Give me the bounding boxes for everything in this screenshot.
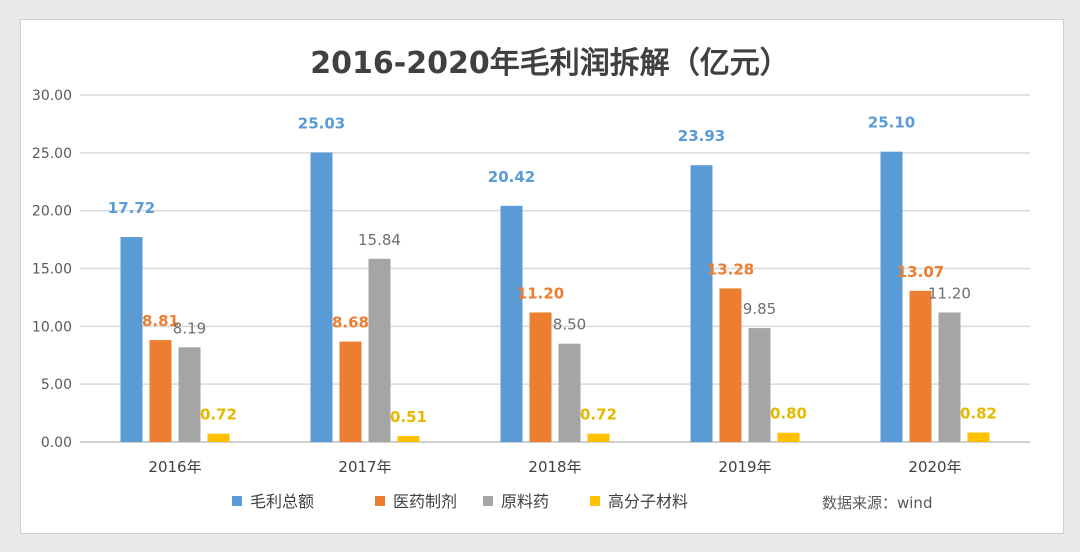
bar-1	[719, 288, 742, 442]
bar-2	[748, 328, 771, 442]
data-label: 0.72	[580, 406, 617, 424]
legend-label: 原料药	[501, 492, 549, 511]
bar-0	[690, 165, 713, 443]
y-tick-label: 10.00	[32, 319, 72, 335]
data-label: 15.84	[358, 231, 401, 249]
data-label: 20.42	[488, 168, 535, 186]
legend-label: 毛利总额	[250, 492, 314, 511]
data-label: 23.93	[678, 127, 725, 145]
bar-3	[777, 432, 800, 442]
legend-swatch-2	[483, 496, 493, 506]
data-label: 13.28	[707, 260, 754, 278]
data-label: 8.81	[142, 312, 179, 330]
data-label: 13.07	[897, 263, 944, 281]
chart-title: 2016-2020年毛利润拆解（亿元）	[310, 46, 789, 81]
data-label: 17.72	[108, 199, 155, 217]
legend-swatch-1	[375, 496, 385, 506]
bar-2	[558, 343, 581, 442]
bar-1	[339, 341, 362, 442]
bar-3	[587, 433, 610, 442]
bar-1	[149, 340, 172, 442]
bar-1	[529, 312, 552, 442]
y-tick-label: 15.00	[32, 262, 72, 278]
y-tick-label: 30.00	[32, 88, 72, 104]
bar-0	[880, 151, 903, 442]
x-tick-label: 2016年	[148, 458, 201, 476]
data-label: 25.03	[298, 114, 345, 132]
data-label: 0.80	[770, 405, 807, 423]
bar-0	[120, 237, 143, 442]
legend-label: 医药制剂	[393, 492, 457, 511]
data-label: 11.20	[517, 284, 564, 302]
bar-0	[500, 205, 523, 442]
data-label: 9.85	[743, 300, 776, 318]
y-tick-label: 20.00	[32, 204, 72, 220]
y-tick-label: 5.00	[41, 377, 72, 393]
data-label: 8.50	[553, 316, 586, 334]
data-label: 8.68	[332, 314, 369, 332]
x-tick-label: 2018年	[528, 458, 581, 476]
bar-2	[368, 258, 391, 442]
y-tick-label: 25.00	[32, 146, 72, 162]
bar-1	[909, 290, 932, 442]
data-label: 11.20	[928, 284, 971, 302]
bar-2	[178, 347, 201, 442]
source-note: 数据来源：wind	[822, 494, 932, 512]
x-tick-label: 2020年	[908, 458, 961, 476]
bar-0	[310, 152, 333, 442]
data-label: 0.51	[390, 408, 427, 426]
bar-2	[938, 312, 961, 442]
bar-3	[207, 433, 230, 442]
bar-3	[967, 432, 990, 442]
data-label: 25.10	[868, 114, 915, 132]
x-tick-label: 2019年	[718, 458, 771, 476]
legend-label: 高分子材料	[608, 492, 688, 511]
data-label: 8.19	[173, 319, 206, 337]
x-tick-label: 2017年	[338, 458, 391, 476]
legend-swatch-0	[232, 496, 242, 506]
data-label: 0.72	[200, 406, 237, 424]
y-tick-label: 0.00	[41, 435, 72, 451]
data-label: 0.82	[960, 405, 997, 423]
bar-3	[397, 436, 420, 442]
legend-swatch-3	[590, 496, 600, 506]
